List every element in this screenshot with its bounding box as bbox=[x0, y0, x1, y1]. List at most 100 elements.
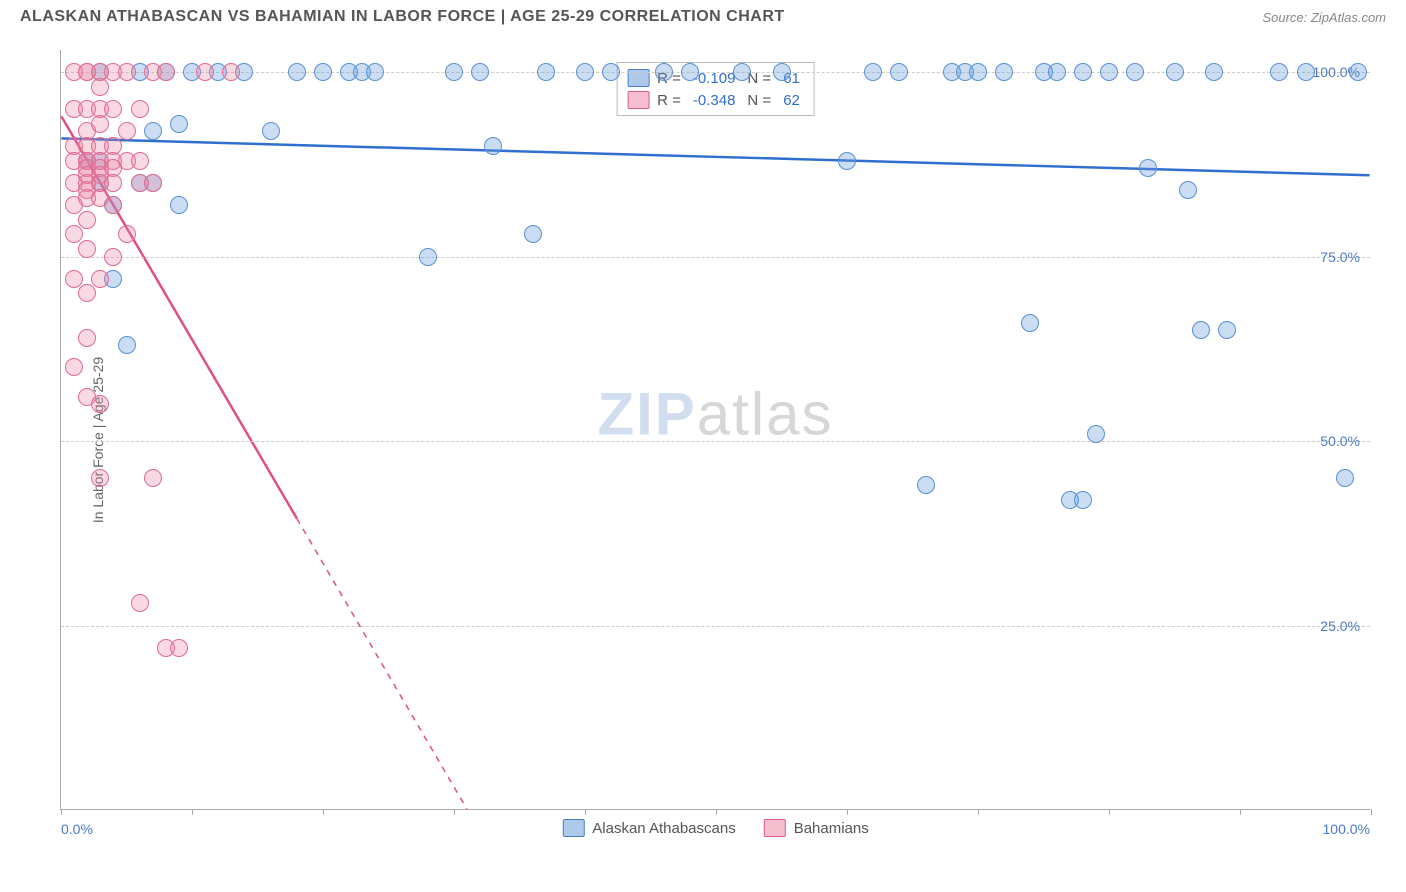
data-point bbox=[1349, 63, 1367, 81]
data-point bbox=[104, 248, 122, 266]
x-axis-max-label: 100.0% bbox=[1323, 821, 1370, 837]
n-value-bahamian: 62 bbox=[783, 92, 800, 109]
x-tick bbox=[585, 809, 586, 815]
legend-label-bahamian: Bahamians bbox=[794, 820, 869, 837]
y-tick-label: 25.0% bbox=[1320, 618, 1360, 634]
data-point bbox=[91, 395, 109, 413]
data-point bbox=[104, 196, 122, 214]
x-tick bbox=[716, 809, 717, 815]
data-point bbox=[78, 240, 96, 258]
n-label: N = bbox=[747, 92, 771, 109]
r-value-bahamian: -0.348 bbox=[693, 92, 736, 109]
data-point bbox=[131, 594, 149, 612]
data-point bbox=[1218, 321, 1236, 339]
data-point bbox=[1074, 63, 1092, 81]
data-point bbox=[91, 270, 109, 288]
swatch-pink bbox=[764, 819, 786, 837]
data-point bbox=[144, 174, 162, 192]
data-point bbox=[733, 63, 751, 81]
x-tick bbox=[978, 809, 979, 815]
data-point bbox=[118, 225, 136, 243]
data-point bbox=[1336, 469, 1354, 487]
data-point bbox=[78, 329, 96, 347]
data-point bbox=[91, 469, 109, 487]
watermark: ZIPatlas bbox=[597, 380, 833, 449]
x-tick bbox=[61, 809, 62, 815]
r-label: R = bbox=[657, 92, 681, 109]
data-point bbox=[995, 63, 1013, 81]
trend-line-dashed bbox=[297, 519, 467, 809]
data-point bbox=[131, 100, 149, 118]
x-tick bbox=[1371, 809, 1372, 815]
data-point bbox=[1270, 63, 1288, 81]
chart-header: ALASKAN ATHABASCAN VS BAHAMIAN IN LABOR … bbox=[0, 0, 1406, 26]
x-tick bbox=[454, 809, 455, 815]
watermark-atlas: atlas bbox=[697, 381, 834, 448]
gridline bbox=[61, 626, 1370, 627]
data-point bbox=[838, 152, 856, 170]
x-tick bbox=[1240, 809, 1241, 815]
trend-lines-layer bbox=[61, 50, 1370, 809]
data-point bbox=[131, 152, 149, 170]
y-tick-label: 50.0% bbox=[1320, 433, 1360, 449]
data-point bbox=[222, 63, 240, 81]
data-point bbox=[118, 63, 136, 81]
data-point bbox=[1166, 63, 1184, 81]
data-point bbox=[144, 469, 162, 487]
y-tick-label: 75.0% bbox=[1320, 249, 1360, 265]
swatch-blue bbox=[562, 819, 584, 837]
chart-container: In Labor Force | Age 25-29 ZIPatlas R = … bbox=[20, 40, 1386, 840]
data-point bbox=[314, 63, 332, 81]
data-point bbox=[144, 122, 162, 140]
data-point bbox=[1192, 321, 1210, 339]
watermark-zip: ZIP bbox=[597, 381, 696, 448]
data-point bbox=[1179, 181, 1197, 199]
chart-source: Source: ZipAtlas.com bbox=[1262, 10, 1386, 25]
data-point bbox=[1048, 63, 1066, 81]
data-point bbox=[104, 174, 122, 192]
x-tick bbox=[1109, 809, 1110, 815]
swatch-pink bbox=[627, 91, 649, 109]
data-point bbox=[1297, 63, 1315, 81]
data-point bbox=[78, 284, 96, 302]
data-point bbox=[445, 63, 463, 81]
data-point bbox=[1126, 63, 1144, 81]
data-point bbox=[1100, 63, 1118, 81]
data-point bbox=[65, 358, 83, 376]
data-point bbox=[170, 639, 188, 657]
data-point bbox=[471, 63, 489, 81]
data-point bbox=[681, 63, 699, 81]
data-point bbox=[655, 63, 673, 81]
data-point bbox=[890, 63, 908, 81]
data-point bbox=[157, 63, 175, 81]
gridline bbox=[61, 257, 1370, 258]
data-point bbox=[524, 225, 542, 243]
x-axis-min-label: 0.0% bbox=[61, 821, 93, 837]
chart-title: ALASKAN ATHABASCAN VS BAHAMIAN IN LABOR … bbox=[20, 8, 785, 26]
data-point bbox=[537, 63, 555, 81]
data-point bbox=[1205, 63, 1223, 81]
data-point bbox=[917, 476, 935, 494]
data-point bbox=[1074, 491, 1092, 509]
trend-line bbox=[61, 138, 1369, 175]
gridline bbox=[61, 441, 1370, 442]
data-point bbox=[262, 122, 280, 140]
data-point bbox=[773, 63, 791, 81]
data-point bbox=[1139, 159, 1157, 177]
data-point bbox=[969, 63, 987, 81]
data-point bbox=[170, 115, 188, 133]
plot-area: ZIPatlas R = -0.109 N = 61 R = -0.348 N … bbox=[60, 50, 1370, 810]
data-point bbox=[65, 270, 83, 288]
data-point bbox=[196, 63, 214, 81]
series-legend: Alaskan Athabascans Bahamians bbox=[562, 819, 868, 837]
legend-item-bahamian: Bahamians bbox=[764, 819, 869, 837]
legend-item-athabascan: Alaskan Athabascans bbox=[562, 819, 735, 837]
x-tick bbox=[847, 809, 848, 815]
data-point bbox=[118, 336, 136, 354]
data-point bbox=[366, 63, 384, 81]
x-tick bbox=[323, 809, 324, 815]
x-tick bbox=[192, 809, 193, 815]
data-point bbox=[484, 137, 502, 155]
data-point bbox=[419, 248, 437, 266]
data-point bbox=[78, 211, 96, 229]
